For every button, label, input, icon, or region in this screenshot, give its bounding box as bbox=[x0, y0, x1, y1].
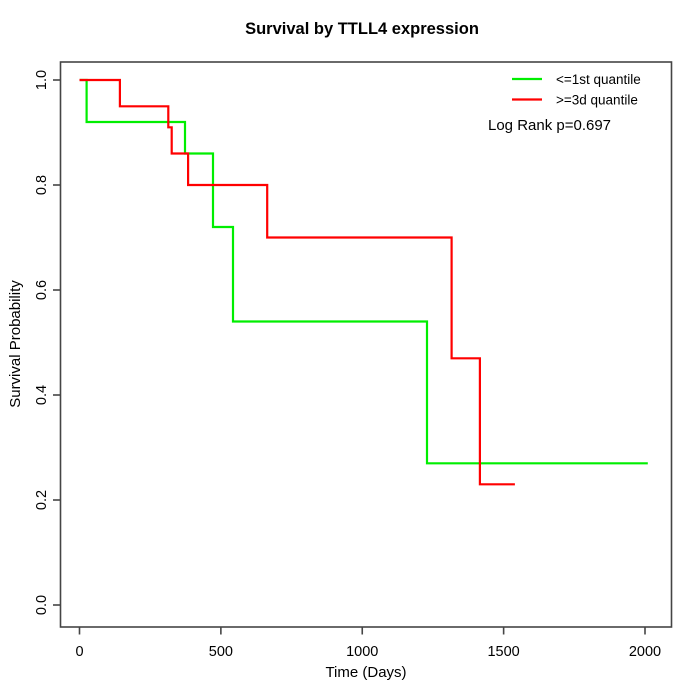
survival-curve-high-expression bbox=[79, 78, 515, 486]
y-tick-label: 0.6 bbox=[34, 280, 50, 300]
legend-label-first-quantile: <=1st quantile bbox=[556, 72, 641, 87]
survival-curves bbox=[79, 78, 648, 486]
legend-label-third-quantile: >=3d quantile bbox=[556, 93, 638, 108]
x-tick-label: 0 bbox=[75, 644, 83, 660]
x-axis: 0 500 1000 1500 2000 bbox=[75, 627, 661, 660]
x-tick-label: 1500 bbox=[487, 644, 519, 660]
y-tick-label: 1.0 bbox=[34, 70, 50, 90]
x-tick-label: 2000 bbox=[629, 644, 661, 660]
y-tick-label: 0.4 bbox=[34, 385, 50, 405]
y-tick-label: 0.0 bbox=[34, 595, 50, 615]
survival-curve-low-expression bbox=[79, 78, 648, 465]
log-rank-pvalue: Log Rank p=0.697 bbox=[488, 117, 611, 134]
x-tick-label: 1000 bbox=[346, 644, 378, 660]
legend: <=1st quantile >=3d quantile Log Rank p=… bbox=[488, 72, 641, 134]
y-axis-title: Survival Probability bbox=[7, 280, 24, 408]
y-tick-label: 0.2 bbox=[34, 490, 50, 510]
y-axis: 0.0 0.2 0.4 0.6 0.8 1.0 bbox=[34, 70, 61, 615]
y-tick-label: 0.8 bbox=[34, 175, 50, 195]
x-axis-title: Time (Days) bbox=[325, 664, 406, 681]
x-tick-label: 500 bbox=[209, 644, 233, 660]
plot-box bbox=[59, 61, 673, 628]
plot-title: Survival by TTLL4 expression bbox=[245, 20, 479, 38]
